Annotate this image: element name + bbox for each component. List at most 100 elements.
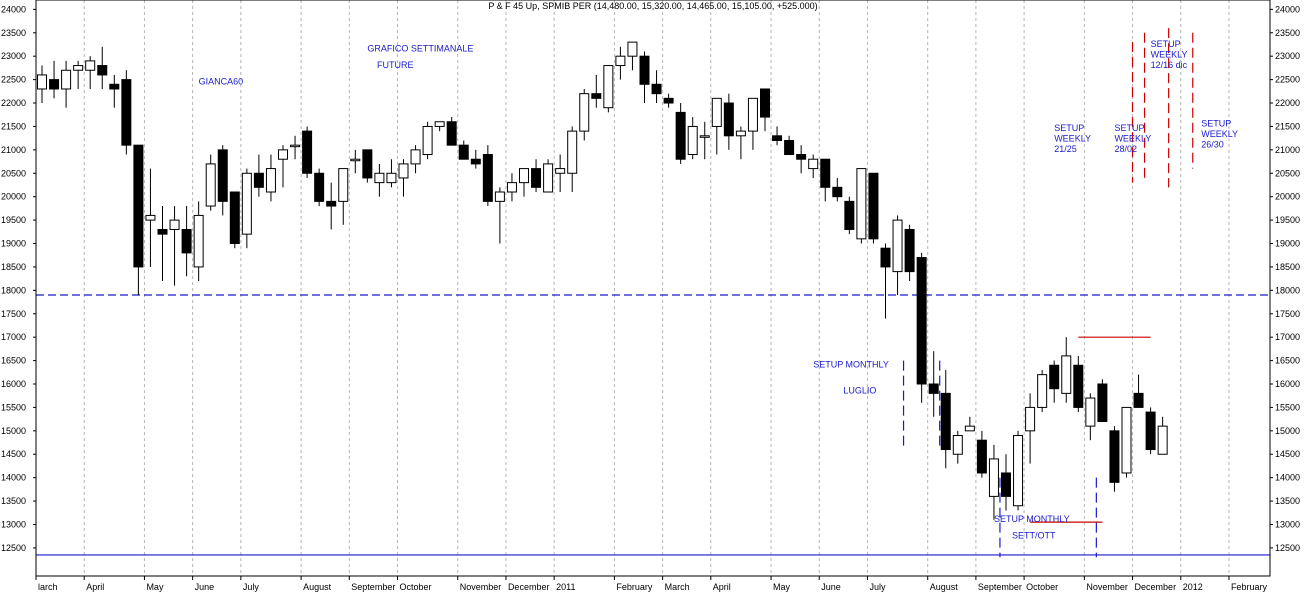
- x-tick-label: 2012: [1183, 582, 1203, 592]
- candle-body-up: [73, 65, 84, 71]
- annotation-text: GRAFICO SETTIMANALE: [367, 44, 473, 54]
- candle-body-up: [699, 135, 710, 138]
- x-tick-label: September: [351, 582, 395, 592]
- candle-body-up: [687, 125, 698, 156]
- candle-body-down: [663, 97, 674, 104]
- candle-body-up: [808, 158, 819, 170]
- y-tick-label-left: 20500: [1, 168, 26, 178]
- y-tick-label-left: 15000: [1, 426, 26, 436]
- candle-body-down: [844, 200, 855, 230]
- y-tick-label-left: 17500: [1, 309, 26, 319]
- y-tick-label-left: 18000: [1, 285, 26, 295]
- y-tick-label-left: 21000: [1, 145, 26, 155]
- candle-body-down: [314, 172, 325, 202]
- candle-body-up: [1037, 374, 1048, 408]
- y-tick-label-right: 23500: [1275, 28, 1300, 38]
- annotation-text: SETUP: [1114, 123, 1144, 133]
- candle-body-down: [880, 247, 891, 268]
- candle-body-down: [784, 139, 795, 156]
- y-tick-label-right: 18000: [1275, 285, 1300, 295]
- x-tick-label: October: [1026, 582, 1058, 592]
- x-tick-label: August: [930, 582, 959, 592]
- candle-body-down: [832, 186, 843, 198]
- y-tick-label-left: 23000: [1, 51, 26, 61]
- candle-body-down: [760, 88, 770, 118]
- candle-body-up: [205, 163, 216, 207]
- candle-body-down: [157, 228, 168, 235]
- candle-body-up: [892, 219, 903, 273]
- x-tick-label: May: [773, 582, 791, 592]
- y-tick-label-left: 23500: [1, 28, 26, 38]
- candle-body-up: [398, 163, 409, 179]
- candle-body-up: [988, 458, 999, 497]
- y-tick-label-right: 14500: [1275, 449, 1300, 459]
- candle-body-up: [506, 182, 517, 193]
- y-tick-label-left: 13500: [1, 496, 26, 506]
- candle-body-down: [904, 228, 915, 273]
- candle-body-down: [97, 65, 108, 76]
- candle-body-up: [422, 125, 433, 156]
- candle-body-down: [470, 158, 481, 165]
- candle-body-up: [410, 149, 421, 165]
- candle-body-up: [964, 425, 975, 432]
- candle-body-up: [434, 121, 445, 127]
- x-tick-label: July: [243, 582, 260, 592]
- y-tick-label-left: 14500: [1, 449, 26, 459]
- x-tick-label: July: [869, 582, 886, 592]
- candle-body-down: [482, 154, 493, 202]
- candle-body-down: [1073, 364, 1084, 408]
- annotation-text: WEEKLY: [1201, 129, 1238, 139]
- x-tick-label: February: [1231, 582, 1268, 592]
- y-tick-label-right: 17000: [1275, 332, 1300, 342]
- y-tick-label-left: 21500: [1, 121, 26, 131]
- candle-body-up: [519, 168, 529, 184]
- candle-body-up: [169, 219, 180, 230]
- candle-body-down: [868, 172, 879, 240]
- chart-title: P & F 45 Up, SPMIB PER (14,480.00, 15,32…: [488, 1, 817, 11]
- annotation-text: WEEKLY: [1114, 134, 1151, 144]
- candle-body-up: [145, 214, 156, 221]
- y-tick-label-right: 13500: [1275, 496, 1300, 506]
- y-axis-ticks: 12500 12500 13000 13000 13500 13500 14000 14000…: [1, 4, 1300, 553]
- annotations: GIANCA60 GRAFICO SETTIMANALE FUTURE SETUP M…: [199, 39, 1238, 541]
- candle-body-up: [579, 93, 590, 132]
- candle-body-down: [326, 200, 337, 207]
- candle-body-up: [37, 74, 47, 90]
- annotation-text: 12/16 dic: [1151, 60, 1188, 70]
- candle-body-down: [1109, 430, 1120, 483]
- annotation-text: FUTURE: [377, 60, 414, 70]
- y-tick-label-left: 12500: [1, 543, 26, 553]
- x-tick-label: April: [713, 582, 731, 592]
- y-tick-label-right: 17500: [1275, 309, 1300, 319]
- x-tick-label: September: [978, 582, 1022, 592]
- y-tick-label-left: 13000: [1, 519, 26, 529]
- y-tick-label-right: 21500: [1275, 121, 1300, 131]
- y-tick-label-right: 19500: [1275, 215, 1300, 225]
- y-tick-label-right: 13000: [1275, 519, 1300, 529]
- candle-body-down: [229, 191, 240, 245]
- candle-body-down: [253, 172, 264, 188]
- y-tick-label-right: 16000: [1275, 379, 1300, 389]
- candle-body-down: [458, 144, 469, 160]
- y-tick-label-right: 21000: [1275, 145, 1300, 155]
- x-tick-label: February: [616, 582, 653, 592]
- annotation-text: SETUP: [1054, 123, 1084, 133]
- candle-body-up: [265, 168, 276, 193]
- x-tick-label: March: [665, 582, 690, 592]
- candle-body-up: [494, 191, 505, 202]
- candle-body-down: [217, 149, 228, 202]
- y-tick-label-right: 18500: [1275, 262, 1300, 272]
- candles: [37, 41, 1168, 520]
- y-tick-label-right: 15500: [1275, 402, 1300, 412]
- x-tick-label: November: [1086, 582, 1128, 592]
- y-tick-label-left: 24000: [1, 4, 26, 14]
- candle-body-up: [747, 97, 758, 132]
- annotation-text: GIANCA60: [199, 76, 244, 86]
- y-tick-label-right: 22500: [1275, 75, 1300, 85]
- candle-body-up: [386, 172, 397, 184]
- candle-body-up: [193, 214, 204, 268]
- candle-body-up: [856, 168, 867, 240]
- candle-body-down: [723, 102, 734, 137]
- x-tick-label: December: [1135, 582, 1177, 592]
